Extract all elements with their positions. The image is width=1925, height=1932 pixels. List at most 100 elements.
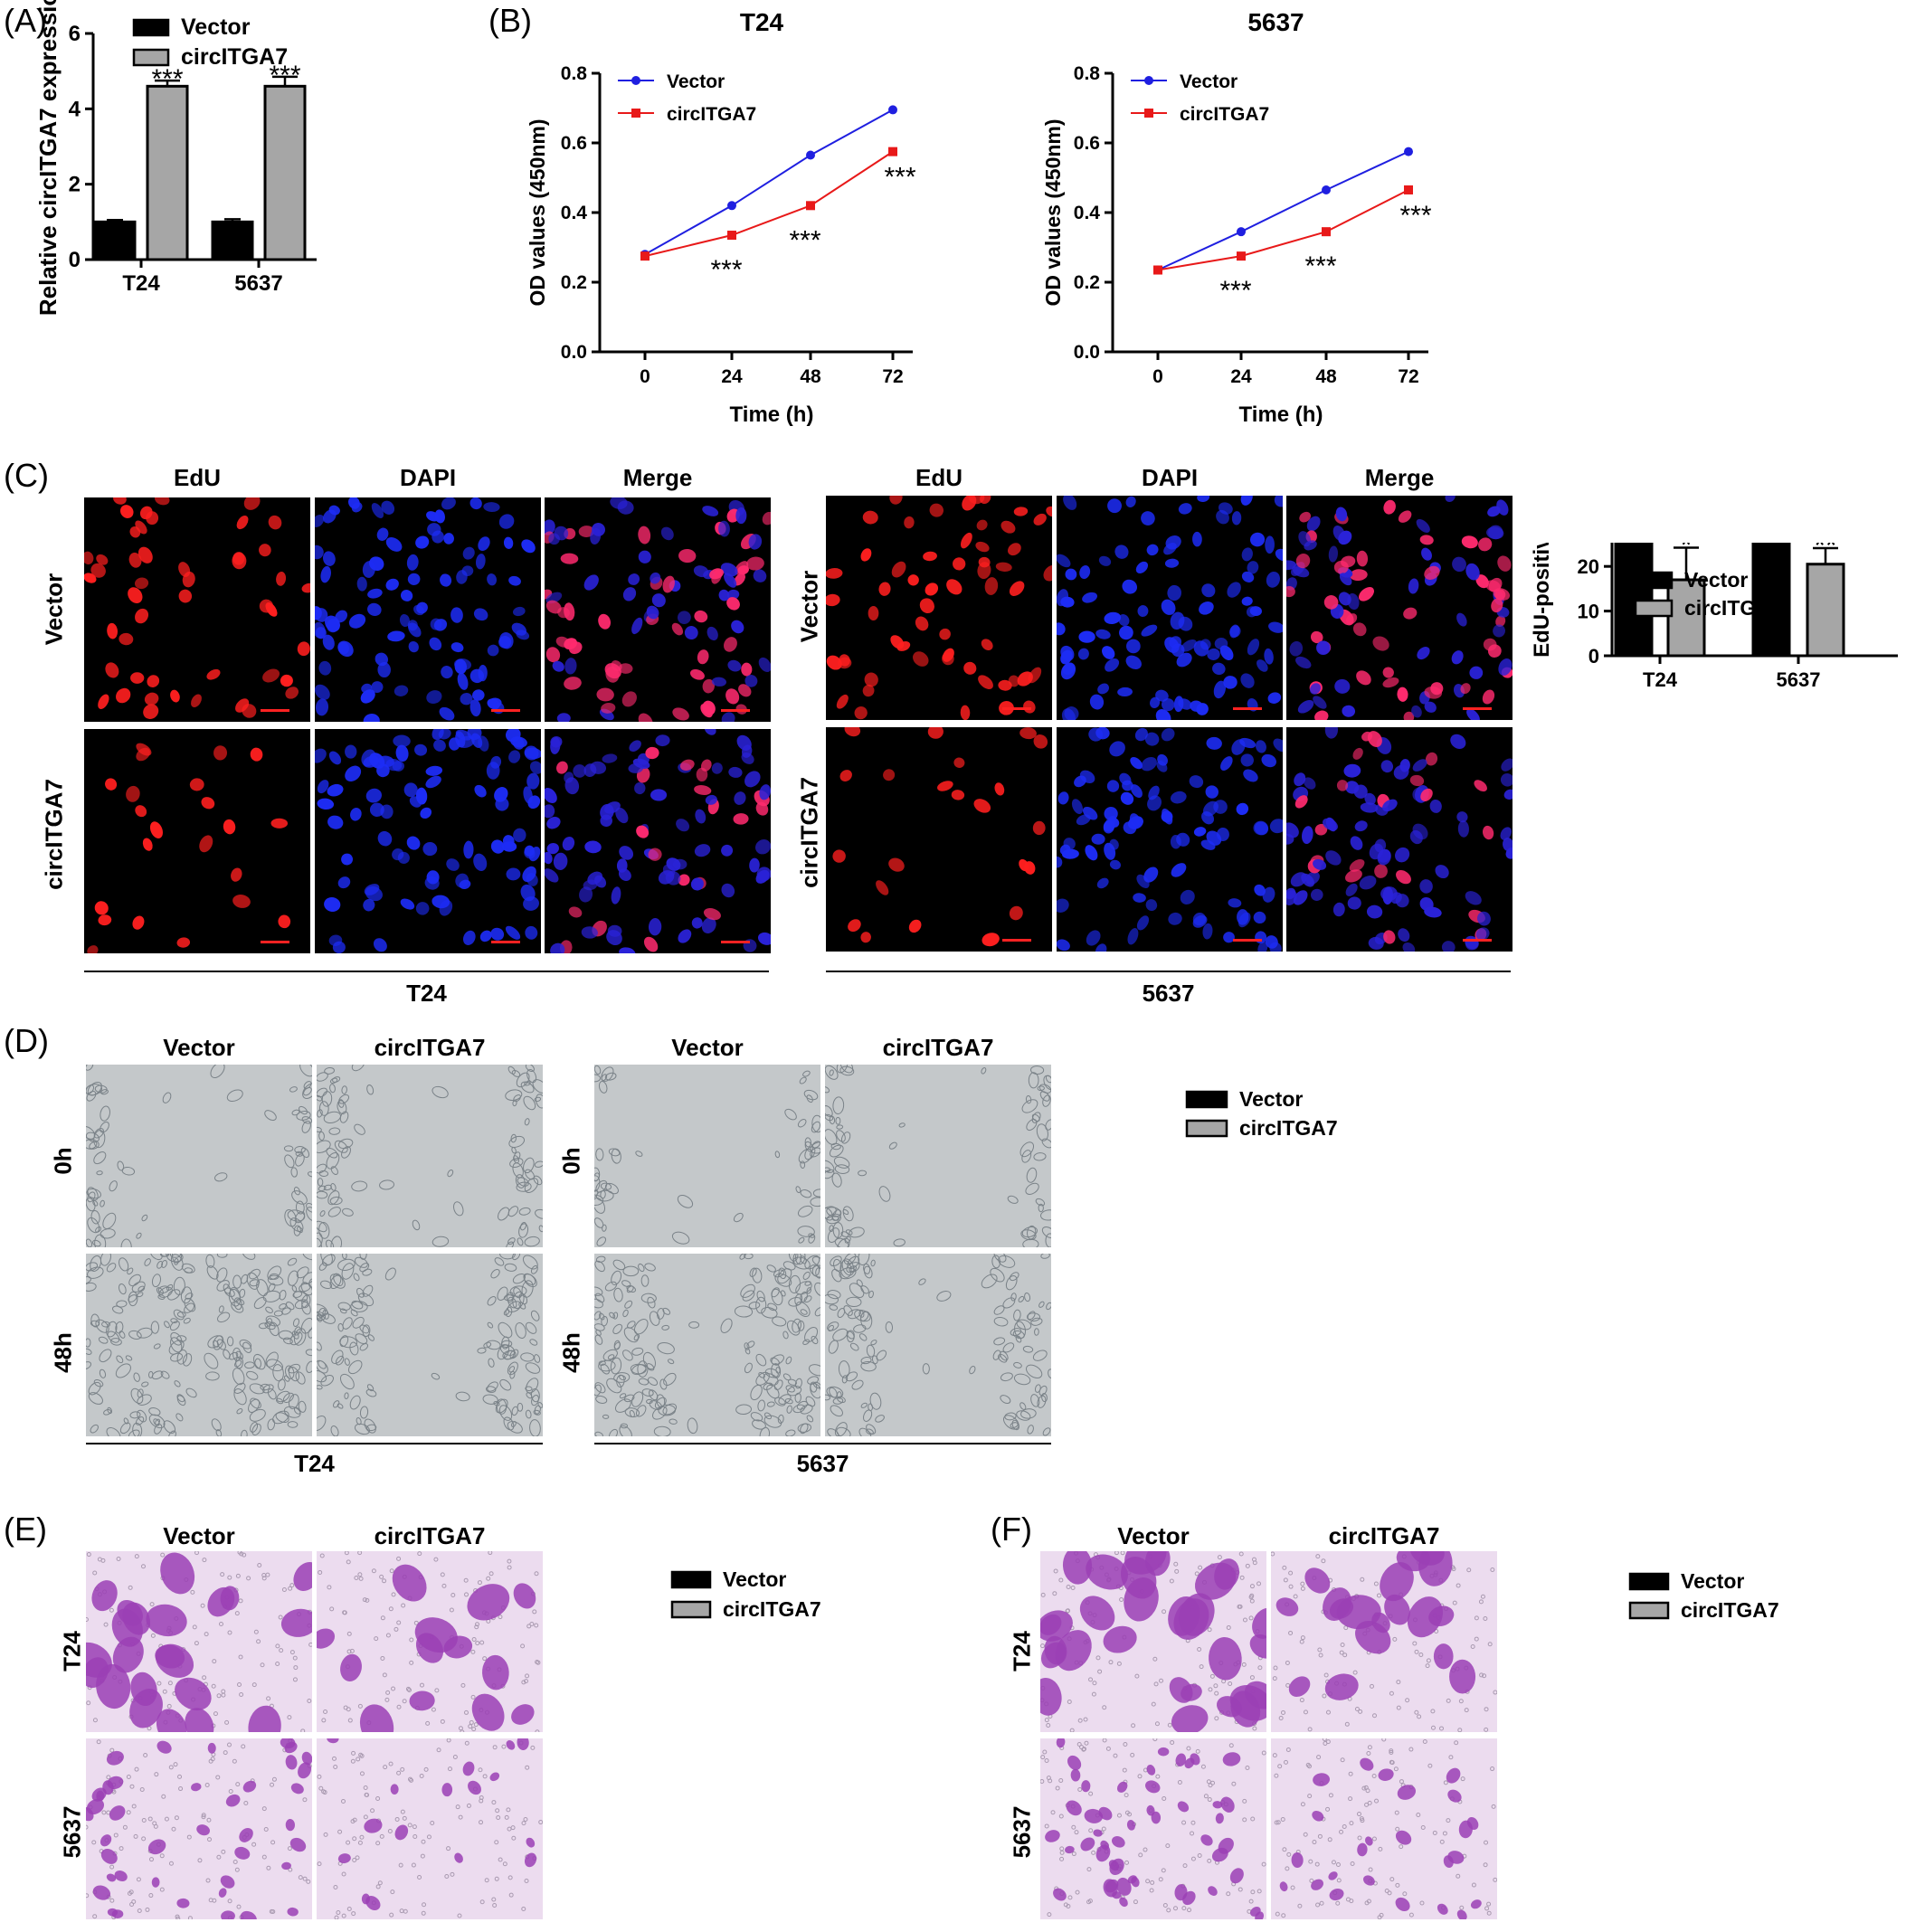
membrane-pore — [469, 1719, 474, 1725]
cell-nucleus — [377, 662, 391, 678]
cell-nucleus — [678, 874, 690, 886]
membrane-pore — [1197, 1852, 1202, 1858]
membrane-pore — [1190, 1856, 1196, 1861]
cell-nucleus — [280, 674, 293, 687]
stained-cell — [185, 1708, 214, 1732]
cell — [750, 1412, 763, 1422]
cell-nucleus — [441, 497, 456, 510]
cell-nucleus — [526, 772, 540, 790]
cell — [594, 1382, 606, 1394]
membrane-pore — [1402, 1891, 1408, 1897]
y-tick-label: 0.6 — [1074, 133, 1100, 154]
cell — [118, 1283, 127, 1295]
cell-nucleus — [373, 938, 387, 952]
membrane-pore — [1367, 1800, 1372, 1805]
membrane-pore — [168, 1765, 174, 1770]
cell — [792, 1254, 802, 1265]
cell — [318, 1307, 326, 1319]
cell — [453, 1201, 464, 1217]
cell — [601, 1315, 608, 1327]
membrane-pore — [1226, 1624, 1231, 1630]
stained-cell — [280, 1608, 312, 1637]
cell — [1019, 1141, 1035, 1158]
stained-cell — [220, 1875, 235, 1889]
cell-nucleus — [706, 626, 718, 641]
cell-nucleus — [1086, 930, 1101, 946]
cell — [1026, 1119, 1038, 1132]
cell-nucleus — [1294, 772, 1306, 787]
membrane-pore — [405, 1686, 411, 1691]
membrane-pore — [1288, 1584, 1294, 1589]
cell — [273, 1310, 283, 1317]
transwell-image — [86, 1551, 312, 1732]
cell — [846, 1331, 855, 1340]
membrane-pore — [400, 1809, 405, 1814]
membrane-pore — [149, 1602, 155, 1607]
cell-nucleus — [472, 689, 485, 701]
cell-nucleus — [690, 877, 704, 891]
cell — [785, 1429, 796, 1436]
membrane-pore — [164, 1816, 169, 1822]
cell-nucleus — [1396, 870, 1411, 885]
membrane-pore — [1438, 1726, 1444, 1731]
cell-nucleus — [643, 936, 659, 952]
cell — [359, 1263, 370, 1273]
cell — [1042, 1427, 1051, 1436]
membrane-pore — [137, 1908, 142, 1913]
membrane-pore — [1053, 1568, 1058, 1574]
cell-nucleus — [1295, 656, 1312, 669]
cell-nucleus — [1057, 554, 1071, 568]
cell — [507, 1361, 518, 1376]
membrane-pore — [1319, 1900, 1324, 1906]
scale-bar — [1233, 707, 1262, 710]
cell — [521, 1280, 534, 1298]
cell — [293, 1328, 307, 1346]
cell — [525, 1386, 533, 1392]
membrane-pore — [1474, 1636, 1479, 1642]
group-underline — [86, 1443, 543, 1444]
cell — [621, 1280, 631, 1287]
cell — [782, 1261, 796, 1271]
y-tick-label: 0 — [1588, 645, 1599, 668]
cell-nucleus — [619, 947, 636, 953]
membrane-pore — [352, 1858, 357, 1863]
cell — [788, 1254, 799, 1262]
col-title-merge: Merge — [1364, 464, 1435, 491]
membrane-pore — [1325, 1709, 1331, 1715]
cell — [412, 1219, 421, 1231]
cell-nucleus — [1345, 883, 1358, 896]
cell — [166, 1283, 174, 1292]
cell-nucleus — [1249, 532, 1266, 547]
cell — [141, 1214, 148, 1222]
membrane-pore — [388, 1761, 394, 1766]
membrane-pore — [406, 1687, 412, 1692]
stained-cell — [1111, 1836, 1125, 1848]
cell — [613, 1372, 631, 1383]
cell-nucleus — [327, 815, 344, 829]
cell — [185, 1293, 194, 1300]
row-label-0h: 0h — [49, 1147, 77, 1175]
cell — [106, 1263, 117, 1273]
y-axis-label: Relative circITGA7 expression — [34, 0, 62, 316]
cell-nucleus — [1383, 499, 1396, 515]
cell — [320, 1254, 333, 1265]
cell — [511, 1070, 521, 1077]
membrane-pore — [1299, 1639, 1304, 1644]
cell-nucleus — [545, 804, 555, 819]
membrane-pore — [1249, 1675, 1255, 1681]
cell-nucleus — [1060, 649, 1073, 665]
cell-nucleus — [473, 853, 488, 871]
cell — [129, 1411, 141, 1419]
cell — [329, 1084, 336, 1094]
cell-nucleus — [1190, 700, 1203, 712]
membrane-pore — [492, 1902, 498, 1908]
membrane-pore — [1399, 1844, 1404, 1850]
stained-cell — [1040, 1642, 1067, 1669]
cell-nucleus — [1205, 785, 1219, 799]
cell-nucleus — [564, 658, 577, 675]
cell — [86, 1198, 96, 1212]
cell — [288, 1363, 300, 1374]
membrane-pore — [508, 1892, 514, 1898]
membrane-pore — [502, 1861, 507, 1867]
membrane-pore — [1272, 1753, 1277, 1758]
